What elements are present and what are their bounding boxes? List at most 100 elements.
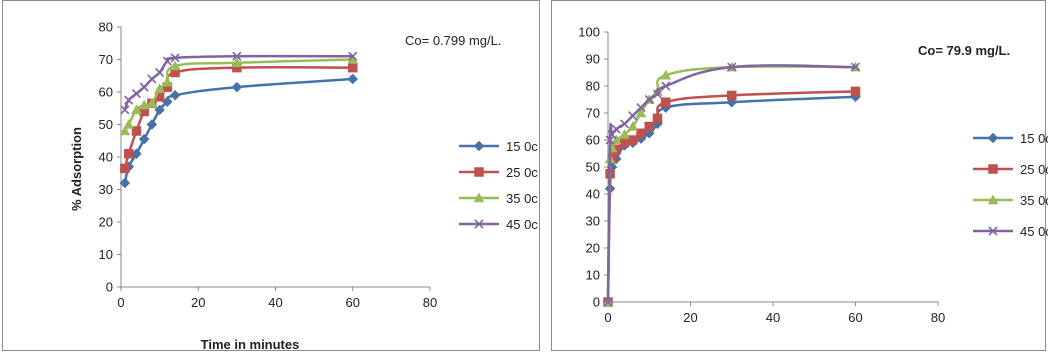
legend-label: 25 0c <box>1020 162 1048 177</box>
data-point <box>146 97 158 108</box>
data-point <box>661 97 671 107</box>
data-point <box>231 81 243 93</box>
data-point <box>120 163 130 174</box>
data-point <box>119 177 131 189</box>
chart-left: Co= 0.799 mg/L. % Adsorption Time in min… <box>69 20 538 352</box>
data-point <box>628 111 638 121</box>
y-axis-title: % Adsorption <box>69 127 84 211</box>
y-tick-label: 30 <box>586 214 600 229</box>
chart-annotation: Co= 79.9 mg/L. <box>918 43 1010 58</box>
data-point <box>636 128 646 138</box>
data-point <box>619 137 630 148</box>
x-tick-label: 0 <box>604 310 611 325</box>
y-tick-label: 70 <box>99 52 113 67</box>
data-point <box>619 119 630 129</box>
data-point <box>124 95 134 105</box>
y-tick-label: 50 <box>586 160 600 175</box>
data-point <box>119 125 131 136</box>
y-tick-label: 50 <box>99 117 113 132</box>
legend-label: 15 0c <box>1020 131 1048 146</box>
legend-label: 45 0c <box>1020 224 1048 239</box>
legend-label: 25 0c <box>506 165 538 180</box>
data-point <box>603 297 613 307</box>
data-point <box>131 126 142 136</box>
data-point <box>611 124 621 134</box>
y-tick-label: 100 <box>578 25 600 40</box>
y-tick-label: 60 <box>99 85 113 100</box>
data-point <box>162 56 172 66</box>
data-point <box>607 130 617 140</box>
data-point <box>232 51 242 61</box>
y-tick-label: 60 <box>586 133 600 148</box>
data-point <box>154 83 166 93</box>
y-tick-label: 90 <box>586 52 600 67</box>
data-point <box>123 118 135 129</box>
legend-marker <box>988 226 998 236</box>
legend-marker <box>987 194 999 205</box>
chart-panel-left: Co= 0.799 mg/L. % Adsorption Time in min… <box>2 0 540 352</box>
data-point <box>644 121 654 132</box>
x-tick-label: 60 <box>346 295 360 310</box>
series-line <box>123 58 353 132</box>
y-tick-label: 20 <box>99 215 113 230</box>
data-point <box>727 90 737 101</box>
data-point <box>627 120 639 131</box>
x-tick-label: 20 <box>191 295 205 310</box>
x-tick-label: 20 <box>683 310 697 325</box>
y-tick-label: 40 <box>586 187 600 202</box>
legend-label: 45 0c <box>506 217 538 232</box>
data-point <box>146 119 158 130</box>
data-point <box>169 89 181 101</box>
y-tick-label: 80 <box>586 79 600 94</box>
y-tick-label: 80 <box>99 20 113 35</box>
x-tick-label: 60 <box>848 310 862 325</box>
legend-label: 15 0c <box>506 139 538 154</box>
data-point <box>170 53 180 63</box>
x-axis-title: Time in minutes <box>201 337 300 352</box>
y-tick-label: 70 <box>586 106 600 121</box>
data-point <box>635 107 647 118</box>
data-point <box>131 89 142 99</box>
data-point <box>636 103 646 113</box>
data-point <box>169 60 181 71</box>
legend-label: 35 0c <box>1020 193 1048 208</box>
chart-annotation: Co= 0.799 mg/L. <box>405 33 501 48</box>
y-tick-label: 20 <box>586 241 600 256</box>
x-tick-label: 40 <box>766 310 780 325</box>
legend-label: 35 0c <box>506 191 538 206</box>
y-tick-label: 30 <box>99 182 113 197</box>
y-tick-label: 10 <box>99 247 113 262</box>
data-point <box>131 104 142 115</box>
data-point <box>619 129 630 139</box>
y-tick-label: 40 <box>99 150 113 165</box>
data-point <box>123 149 134 159</box>
data-point <box>610 134 622 145</box>
data-point <box>652 89 663 99</box>
y-tick-label: 0 <box>106 280 113 295</box>
data-point <box>138 99 150 110</box>
series-line <box>123 77 353 184</box>
data-point <box>661 81 671 91</box>
legend-marker <box>474 219 484 229</box>
chart-right: Co= 79.9 mg/L. 0 10 20 30 40 50 60 70 80 90 100 0 20… <box>578 25 1048 326</box>
data-point <box>347 73 359 85</box>
data-point <box>850 86 861 97</box>
x-tick-label: 80 <box>931 310 945 325</box>
x-tick-label: 40 <box>268 295 282 310</box>
data-point <box>348 62 358 73</box>
legend-marker <box>473 140 485 152</box>
legend-marker <box>988 164 998 174</box>
data-point <box>605 135 615 145</box>
data-point <box>138 133 150 145</box>
legend-marker <box>473 192 485 203</box>
data-point <box>850 62 861 72</box>
chart-panel-right: Co= 79.9 mg/L. 0 10 20 30 40 50 60 70 80 90 100 0 20… <box>551 0 1048 351</box>
data-point <box>147 74 157 84</box>
data-point <box>139 82 149 92</box>
data-point <box>348 51 358 61</box>
y-tick-label: 0 <box>593 295 600 310</box>
legend-marker <box>987 132 999 144</box>
data-point <box>652 113 663 124</box>
data-point <box>644 94 654 105</box>
x-tick-label: 0 <box>117 295 124 310</box>
